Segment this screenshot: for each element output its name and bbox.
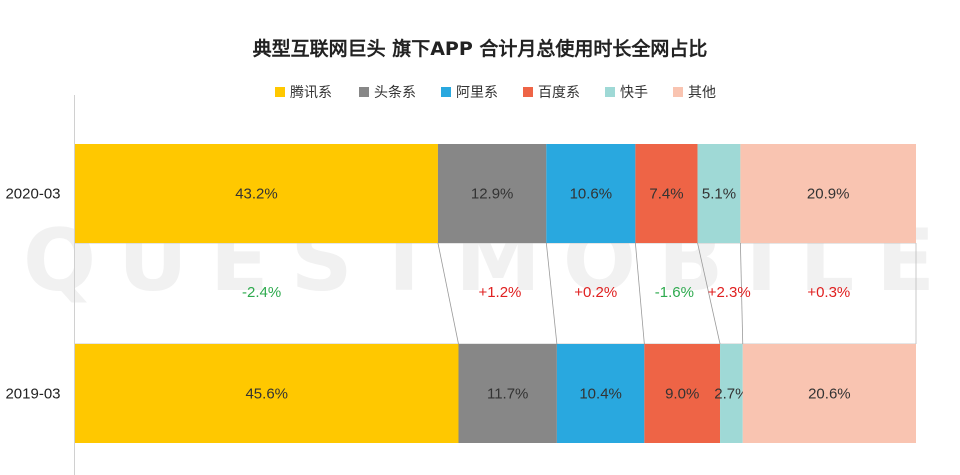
bar-segment-4: [635, 144, 698, 243]
data-label: 20.6%: [808, 386, 851, 403]
legend: 腾讯系 头条系 阿里系 百度系 快手 其他: [275, 84, 716, 101]
data-label: 43.2%: [235, 186, 278, 203]
data-label: 5.1%: [702, 186, 736, 203]
legend-swatch: [441, 87, 451, 97]
legend-item-4: 百度系: [523, 85, 580, 101]
legend-label: 快手: [620, 85, 648, 101]
data-label: 2.7%: [714, 386, 748, 403]
connector-line: [634, 242, 645, 345]
legend-item-3: 阿里系: [441, 85, 498, 101]
legend-item-6: 其他: [673, 85, 716, 101]
data-label: 45.6%: [245, 386, 288, 403]
data-label: 10.6%: [570, 186, 613, 203]
chart-title: 典型互联网巨头 旗下APP 合计月总使用时长全网占比: [253, 37, 708, 60]
change-label: -1.6%: [655, 284, 694, 301]
change-label: +0.2%: [574, 284, 617, 301]
data-label: 9.0%: [665, 386, 699, 403]
bar-segment-3: [556, 344, 645, 443]
change-label: +0.3%: [807, 284, 850, 301]
legend-swatch: [275, 87, 285, 97]
connector-line: [697, 242, 721, 345]
data-label: 20.9%: [807, 186, 850, 203]
data-label: 12.9%: [471, 186, 514, 203]
connector-line: [740, 242, 744, 345]
data-label: 7.4%: [649, 186, 683, 203]
change-label: -2.4%: [242, 284, 281, 301]
bar-segment-6: [742, 344, 916, 443]
legend-label: 其他: [688, 85, 716, 101]
category-label: 2020-03: [5, 186, 60, 203]
legend-item-2: 头条系: [359, 84, 416, 101]
legend-swatch: [605, 87, 615, 97]
bar-segment-5: [720, 344, 743, 443]
change-label: +2.3%: [708, 284, 751, 301]
bar-segment-2: [437, 144, 547, 243]
legend-item-5: 快手: [605, 85, 648, 101]
bar-segment-3: [546, 144, 636, 243]
connector-line: [437, 242, 459, 345]
legend-swatch: [673, 87, 683, 97]
legend-item-1: 腾讯系: [275, 84, 332, 101]
data-label: 10.4%: [579, 386, 622, 403]
bar-segment-5: [697, 144, 741, 243]
bar-segment-6: [740, 144, 916, 243]
data-label: 11.7%: [487, 386, 528, 403]
bar-segment-1: [75, 344, 459, 443]
legend-swatch: [523, 87, 533, 97]
bar-segment-2: [458, 344, 557, 443]
legend-swatch: [359, 87, 369, 97]
bar-row-2019-03: 45.6% 11.7% 10.4% 9.0% 2.7% 20.6%: [75, 344, 916, 443]
change-label: +1.2%: [478, 284, 521, 301]
bar-segment-4: [644, 344, 721, 443]
bar-segment-1: [75, 144, 438, 243]
plot-area: 43.2% 12.9% 10.6% 7.4% 5.1% 20.9% 2020-03 45.6%…: [5, 95, 917, 475]
connector-line: [545, 242, 558, 345]
legend-label: 阿里系: [456, 85, 498, 101]
bar-row-2020-03: 43.2% 12.9% 10.6% 7.4% 5.1% 20.9%: [75, 144, 916, 243]
category-label: 2019-03: [5, 386, 60, 403]
legend-label: 百度系: [538, 85, 580, 101]
legend-label: 腾讯系: [290, 84, 332, 101]
legend-label: 头条系: [374, 84, 416, 101]
